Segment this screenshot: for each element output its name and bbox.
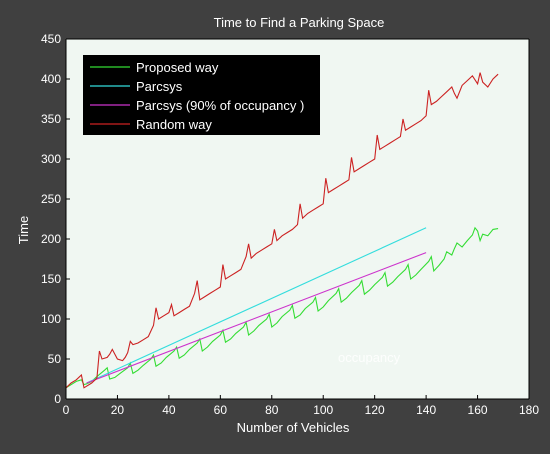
y-tick-label: 350 xyxy=(41,112,61,126)
legend-label-proposed-way: Proposed way xyxy=(136,60,219,75)
legend-box xyxy=(83,55,320,135)
y-axis-label: Time xyxy=(16,216,31,244)
x-tick-label: 0 xyxy=(63,403,70,417)
x-tick-label: 60 xyxy=(214,403,228,417)
x-tick-label: 120 xyxy=(365,403,385,417)
x-tick-label: 160 xyxy=(468,403,488,417)
y-tick-label: 100 xyxy=(41,312,61,326)
x-tick-label: 140 xyxy=(416,403,436,417)
x-tick-label: 180 xyxy=(519,403,539,417)
legend-label-parcsys: Parcsys xyxy=(136,79,183,94)
series-line-parcsys-90-of-occupancy xyxy=(86,252,427,384)
series-line-parcsys xyxy=(86,227,427,384)
x-tick-label: 20 xyxy=(111,403,125,417)
x-tick-label: 80 xyxy=(265,403,279,417)
legend-label-parcsys-90-of-occupancy: Parcsys (90% of occupancy ) xyxy=(136,98,304,113)
x-axis-label: Number of Vehicles xyxy=(237,420,350,435)
axes-layer: 0 20 40 60 80 100 120 140 160 180 0 50 100 150 200 250 3… xyxy=(41,32,539,417)
y-tick-label: 400 xyxy=(41,72,61,86)
chart-title: Time to Find a Parking Space xyxy=(214,15,385,30)
y-tick-label: 300 xyxy=(41,152,61,166)
y-tick-label: 200 xyxy=(41,232,61,246)
y-tick-label: 150 xyxy=(41,272,61,286)
y-tick-label: 250 xyxy=(41,192,61,206)
y-tick-label: 50 xyxy=(48,352,62,366)
series-line-proposed-way xyxy=(65,226,499,389)
y-tick-label: 450 xyxy=(41,32,61,46)
legend-label-random-way: Random way xyxy=(136,117,212,132)
legend: Proposed way Parcsys Parcsys (90% of occup… xyxy=(83,55,320,135)
x-tick-label: 40 xyxy=(162,403,176,417)
x-tick-label: 100 xyxy=(313,403,333,417)
series-layer xyxy=(65,72,499,389)
series-line-random-way xyxy=(65,72,499,389)
y-tick-label: 0 xyxy=(54,392,61,406)
occupancy-annotation: occupancy xyxy=(338,350,401,365)
